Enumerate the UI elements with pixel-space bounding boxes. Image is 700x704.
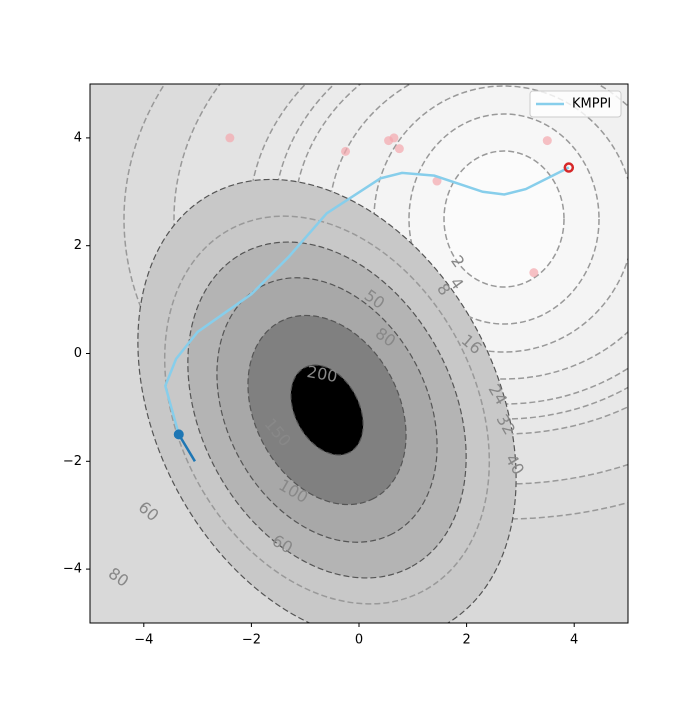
start-point [173,429,184,440]
x-tick-label: −4 [134,633,153,648]
y-tick-label: 2 [74,238,82,253]
legend-label: KMPPI [572,97,611,112]
goal-point [563,162,575,173]
sample-point [341,146,351,156]
y-tick-label: 4 [74,130,82,145]
sample-point [432,176,442,186]
trajectory [164,166,570,435]
contour-line [290,364,364,456]
x-tick-label: 0 [355,633,363,648]
sample-point [225,133,235,143]
axes: −4 −2 0 2 4 −4 −2 0 2 4 KMPPI [63,90,622,648]
x-tick-label: −2 [242,633,261,648]
contour-line [443,150,565,288]
contour-line [163,215,491,605]
start-heading [177,433,196,462]
sample-point [542,136,552,146]
legend-box [529,90,622,118]
sample-point [394,144,404,154]
y-tick-label: 0 [74,346,82,361]
y-tick-label: −2 [63,454,82,469]
sample-point [389,133,399,143]
y-tick-label: −4 [63,562,82,577]
sample-point [529,268,539,278]
x-tick-label: 4 [570,633,578,648]
x-tick-label: 2 [462,633,470,648]
